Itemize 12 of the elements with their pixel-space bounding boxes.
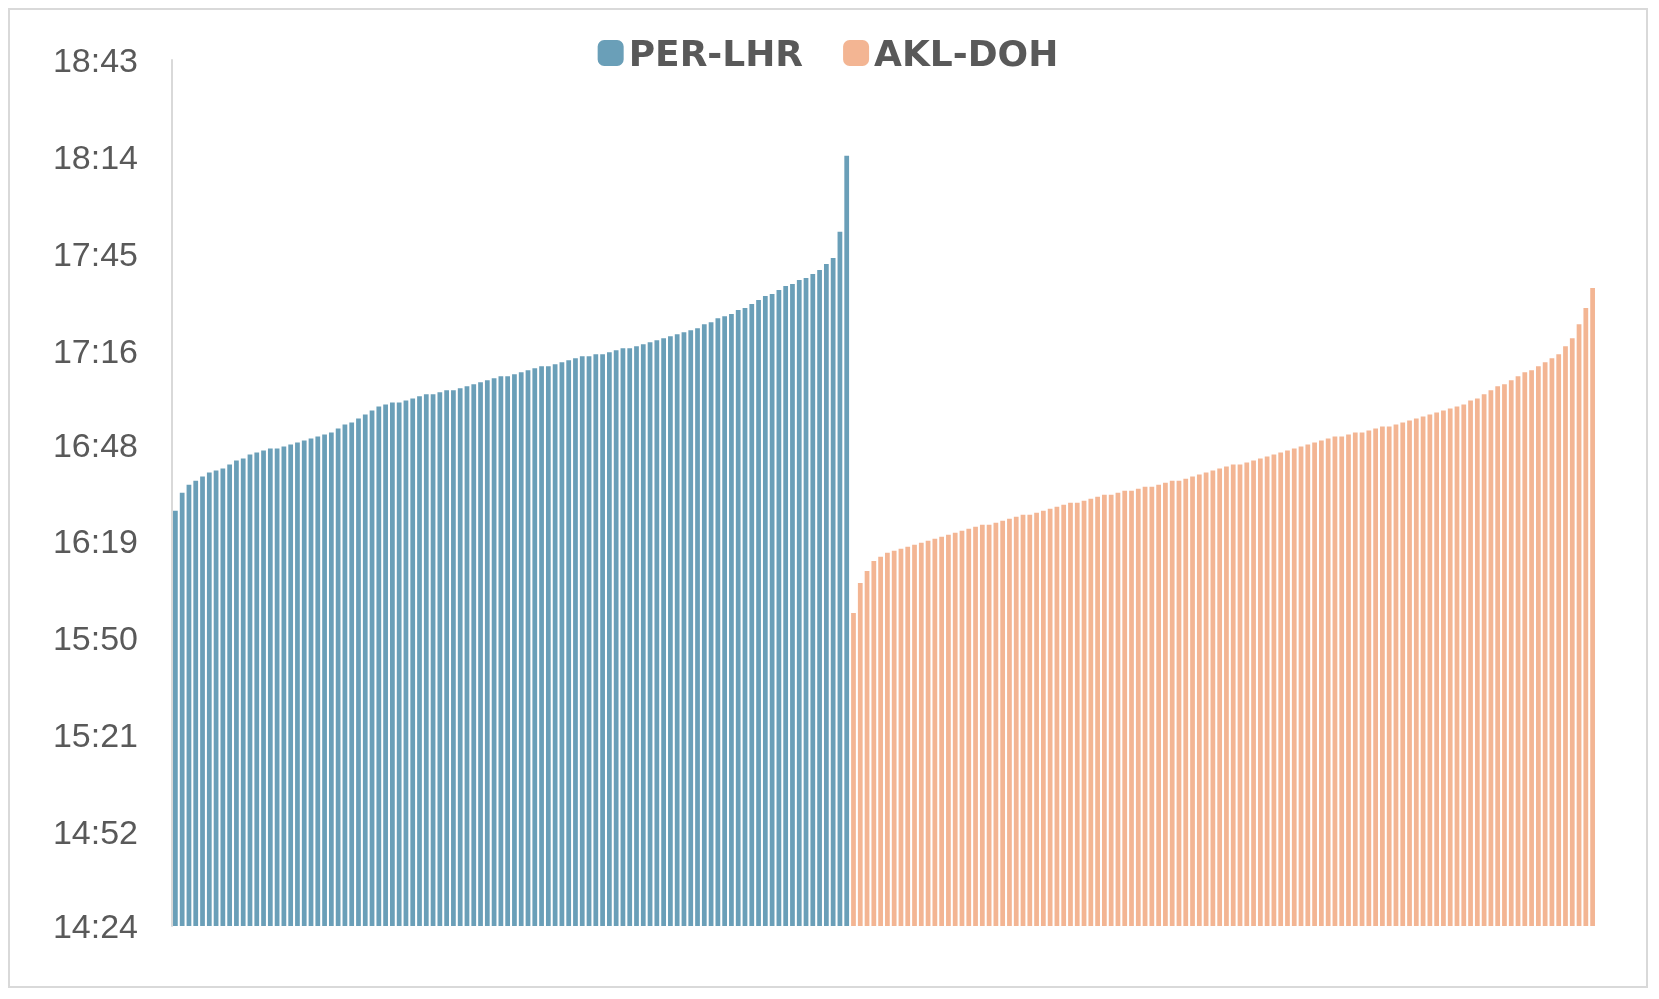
legend-label: PER-LHR <box>628 32 804 74</box>
y-tick-label: 15:21 <box>52 716 138 755</box>
y-tick-label: 15:50 <box>52 619 138 658</box>
legend-label: AKL-DOH <box>874 32 1059 74</box>
y-tick-label: 18:14 <box>52 137 138 176</box>
y-tick-label: 14:24 <box>52 907 138 945</box>
y-tick-label: 18:43 <box>52 41 138 79</box>
y-tick-label: 16:19 <box>52 522 138 561</box>
y-tick-label: 17:45 <box>52 234 138 273</box>
y-tick-label: 14:52 <box>52 813 138 852</box>
y-tick-label: 16:48 <box>52 425 138 464</box>
y-tick-label: 17:16 <box>52 331 138 370</box>
